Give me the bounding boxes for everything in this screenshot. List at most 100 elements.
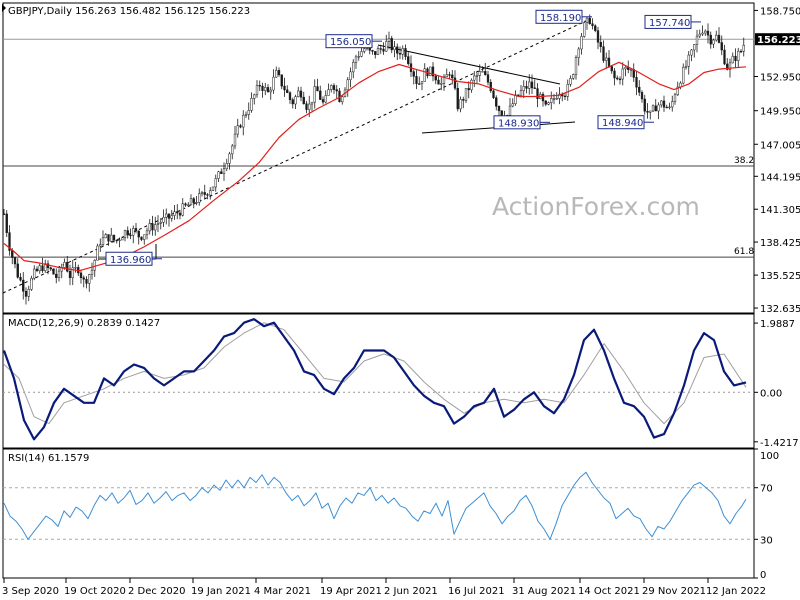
candle-body [52,268,55,275]
candle-body [57,270,61,278]
candle-body [291,99,294,105]
candle-body [140,236,143,240]
candle-body [228,153,231,164]
candle-body [247,110,250,115]
candle-body [574,57,578,75]
candle-body [693,44,696,51]
candle-body [346,79,349,91]
price-tick-label: 141.305 [760,205,800,216]
candle-body [665,106,668,109]
candle-body [55,273,58,278]
candle-body [74,267,77,269]
candle-body [577,48,580,58]
date-tick-label: 12 Jan 2022 [706,586,766,597]
candle-body [673,94,677,102]
panel-collapse-icon[interactable] [2,4,6,12]
candle-body [170,215,173,219]
candle-body [115,239,118,242]
candle-body [591,23,594,26]
candle-body [382,48,385,52]
date-axis: 3 Sep 2020 19 Oct 2020 2 Dec 2020 19 Jan 20… [2,578,766,597]
rsi-panel-title: RSI(14) 61.1579 [8,453,89,464]
candle-body [475,75,479,77]
candle-body [467,88,470,91]
candle-body [605,57,608,61]
candle-body [308,103,311,110]
candle-body [107,234,110,242]
candle-body [327,89,330,96]
candle-body [264,87,267,91]
candle-body [387,38,391,42]
candle-body [437,79,440,85]
candle-body [143,234,146,240]
date-tick-label: 4 Mar 2021 [254,586,311,597]
candle-body [728,62,732,70]
candle-body [396,46,399,54]
candle-body [717,34,721,43]
candle-body [607,57,611,67]
candle-body [280,74,283,87]
candle-body [525,86,528,89]
candle-body [739,50,743,53]
candle-body [154,224,157,231]
candle-body [701,32,704,35]
candle-body [217,171,220,179]
candle-body [35,268,39,272]
candle-body [544,100,547,105]
candle-body [588,17,591,24]
candle-body [8,232,11,251]
candle-body [38,265,41,272]
fib-level-label: 38.2 [734,156,754,166]
candle-body [371,50,374,52]
candle-body [712,39,715,45]
candle-body [671,101,674,108]
price-tick-label: 149.950 [760,107,800,118]
candle-body [19,277,22,281]
candle-body [412,71,415,77]
price-panel-title: GBPJPY,Daily 156.263 156.482 156.125 156… [8,6,250,17]
macd-tick-label: 0.00 [760,388,782,399]
candle-body [649,110,652,113]
candle-body [473,75,476,81]
watermark: ActionForex.com [492,192,700,221]
candle-body [324,95,327,103]
candle-body [530,81,534,89]
candle-body [27,289,30,297]
date-tick-label: 29 Nov 2021 [642,586,706,597]
candle-body [407,56,410,64]
candle-body [657,104,660,112]
candle-body [275,70,278,78]
date-tick-label: 19 Jan 2021 [191,586,251,597]
candle-body [459,99,462,110]
candle-body [420,81,424,85]
candle-body [481,71,484,73]
price-tick-label: 147.005 [760,140,800,151]
candle-body [602,46,605,61]
candle-body [156,223,160,225]
candle-body [368,47,371,51]
rsi-tick-label: 70 [760,484,773,495]
candle-body [385,41,388,52]
candle-body [288,92,292,100]
candle-body [434,75,437,81]
candle-body [11,250,14,258]
candle-body [162,217,165,223]
candle-body [341,96,344,103]
candle-body [423,68,426,82]
candle-body [552,98,556,100]
last-price-box [755,33,800,46]
candle-body [547,102,550,105]
candle-body [316,86,319,92]
price-tick-label: 144.195 [760,172,800,183]
candle-body [489,81,492,92]
rsi-indicator: 100 70 30 0 [3,448,779,581]
candle-body [33,268,36,279]
candle-body [555,98,558,100]
rsi-line [3,471,747,540]
candle-body [239,125,242,128]
macd-indicator: 1.9887 0.00 -1.4217 [2,318,799,449]
candle-body [198,193,201,203]
candle-body [121,237,124,241]
candle-body [313,86,316,103]
